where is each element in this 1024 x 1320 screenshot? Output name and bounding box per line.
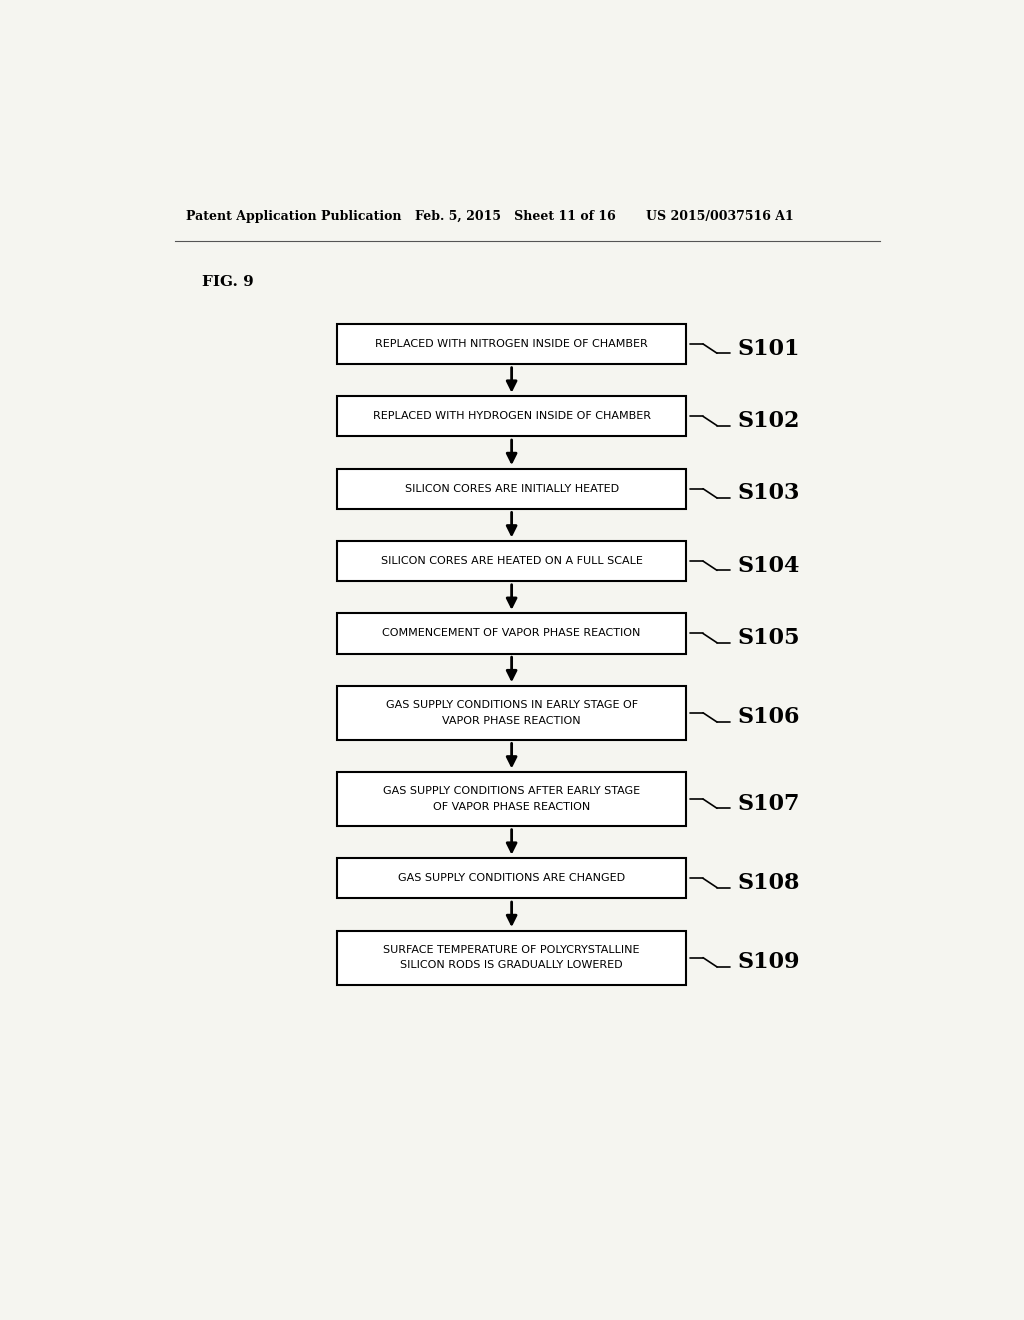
Text: REPLACED WITH NITROGEN INSIDE OF CHAMBER: REPLACED WITH NITROGEN INSIDE OF CHAMBER	[375, 339, 648, 348]
Text: GAS SUPPLY CONDITIONS ARE CHANGED: GAS SUPPLY CONDITIONS ARE CHANGED	[398, 874, 626, 883]
Bar	[337, 541, 686, 581]
Bar	[337, 858, 686, 899]
Text: Patent Application Publication: Patent Application Publication	[186, 210, 401, 223]
Text: Feb. 5, 2015   Sheet 11 of 16: Feb. 5, 2015 Sheet 11 of 16	[415, 210, 615, 223]
Text: S108: S108	[738, 873, 801, 894]
Text: S107: S107	[738, 792, 801, 814]
Text: REPLACED WITH HYDROGEN INSIDE OF CHAMBER: REPLACED WITH HYDROGEN INSIDE OF CHAMBER	[373, 412, 650, 421]
Text: S103: S103	[738, 482, 801, 504]
Text: SILICON RODS IS GRADUALLY LOWERED: SILICON RODS IS GRADUALLY LOWERED	[400, 961, 623, 970]
Text: COMMENCEMENT OF VAPOR PHASE REACTION: COMMENCEMENT OF VAPOR PHASE REACTION	[382, 628, 641, 639]
Text: GAS SUPPLY CONDITIONS AFTER EARLY STAGE: GAS SUPPLY CONDITIONS AFTER EARLY STAGE	[383, 787, 640, 796]
Text: US 2015/0037516 A1: US 2015/0037516 A1	[646, 210, 794, 223]
Bar	[337, 614, 686, 653]
Text: S102: S102	[738, 411, 801, 432]
Text: GAS SUPPLY CONDITIONS IN EARLY STAGE OF: GAS SUPPLY CONDITIONS IN EARLY STAGE OF	[386, 700, 638, 710]
Text: S101: S101	[738, 338, 801, 359]
Text: S109: S109	[738, 952, 801, 973]
Bar	[337, 396, 686, 437]
Text: SILICON CORES ARE INITIALLY HEATED: SILICON CORES ARE INITIALLY HEATED	[404, 483, 618, 494]
Text: SILICON CORES ARE HEATED ON A FULL SCALE: SILICON CORES ARE HEATED ON A FULL SCALE	[381, 556, 643, 566]
Text: S105: S105	[738, 627, 801, 649]
Bar	[337, 686, 686, 739]
Bar	[337, 772, 686, 826]
Text: FIG. 9: FIG. 9	[202, 275, 253, 289]
Bar	[337, 469, 686, 508]
Bar	[337, 931, 686, 985]
Text: S106: S106	[738, 706, 801, 729]
Text: SURFACE TEMPERATURE OF POLYCRYSTALLINE: SURFACE TEMPERATURE OF POLYCRYSTALLINE	[383, 945, 640, 954]
Text: S104: S104	[738, 554, 801, 577]
Text: OF VAPOR PHASE REACTION: OF VAPOR PHASE REACTION	[433, 801, 590, 812]
Text: VAPOR PHASE REACTION: VAPOR PHASE REACTION	[442, 715, 581, 726]
Bar	[337, 323, 686, 364]
